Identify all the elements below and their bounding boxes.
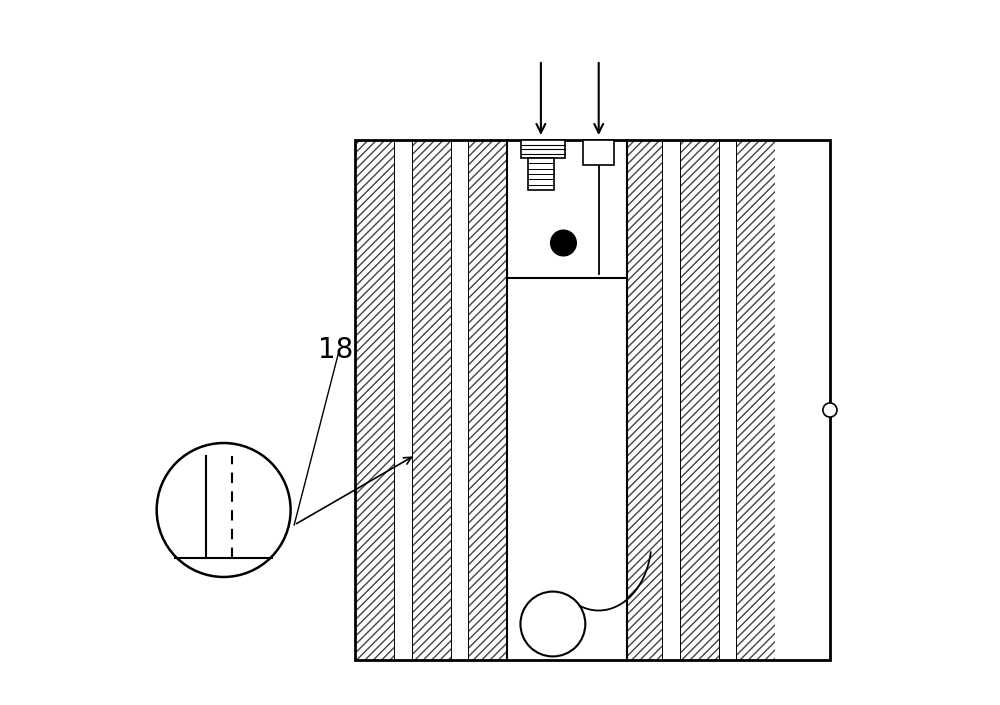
Bar (775, 140, 830, 660)
Circle shape (551, 230, 576, 256)
Bar (521, 140, 565, 158)
Text: 18: 18 (318, 336, 353, 364)
Bar (507, 140, 627, 660)
Bar (583, 140, 614, 165)
Bar (528, 158, 554, 190)
Bar (567, 140, 606, 660)
Circle shape (823, 403, 837, 417)
Circle shape (520, 591, 585, 656)
Bar (355, 140, 830, 660)
Bar (355, 140, 394, 660)
Bar (680, 140, 719, 660)
Bar (736, 140, 775, 660)
Bar (525, 140, 563, 660)
Bar (412, 140, 451, 660)
Bar (623, 140, 662, 660)
Circle shape (157, 443, 291, 577)
Bar (355, 140, 830, 660)
Bar (468, 140, 507, 660)
